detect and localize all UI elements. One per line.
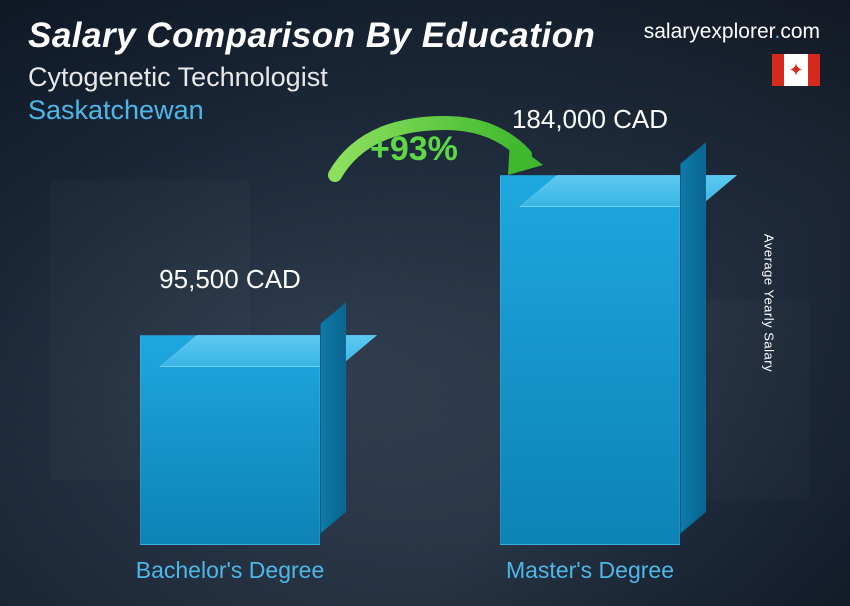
bar-category-label: Master's Degree [490,557,690,584]
job-title: Cytogenetic Technologist [28,62,822,93]
canada-flag-icon: ✦ [772,54,820,86]
bar-value-label: 95,500 CAD [130,264,330,295]
brand-part2: explorer [700,20,775,43]
bar-3d-shape [500,175,680,545]
maple-leaf-icon: ✦ [788,61,803,79]
bar-side-face [320,302,346,534]
brand-tld: com [780,20,820,43]
y-axis-label: Average Yearly Salary [761,234,776,372]
bar-front-face [500,175,680,545]
bar-side-face [680,142,706,534]
bar-category-label: Bachelor's Degree [130,557,330,584]
flag-center: ✦ [784,54,808,86]
bar-bachelors: 95,500 CAD Bachelor's Degree [130,264,330,584]
brand-logo: salaryexplorer.com [644,20,820,44]
brand-part1: salary [644,20,700,43]
flag-stripe-right [808,54,820,86]
percent-increase-badge: +93% [370,130,458,169]
bar-3d-shape [140,335,320,545]
flag-stripe-left [772,54,784,86]
